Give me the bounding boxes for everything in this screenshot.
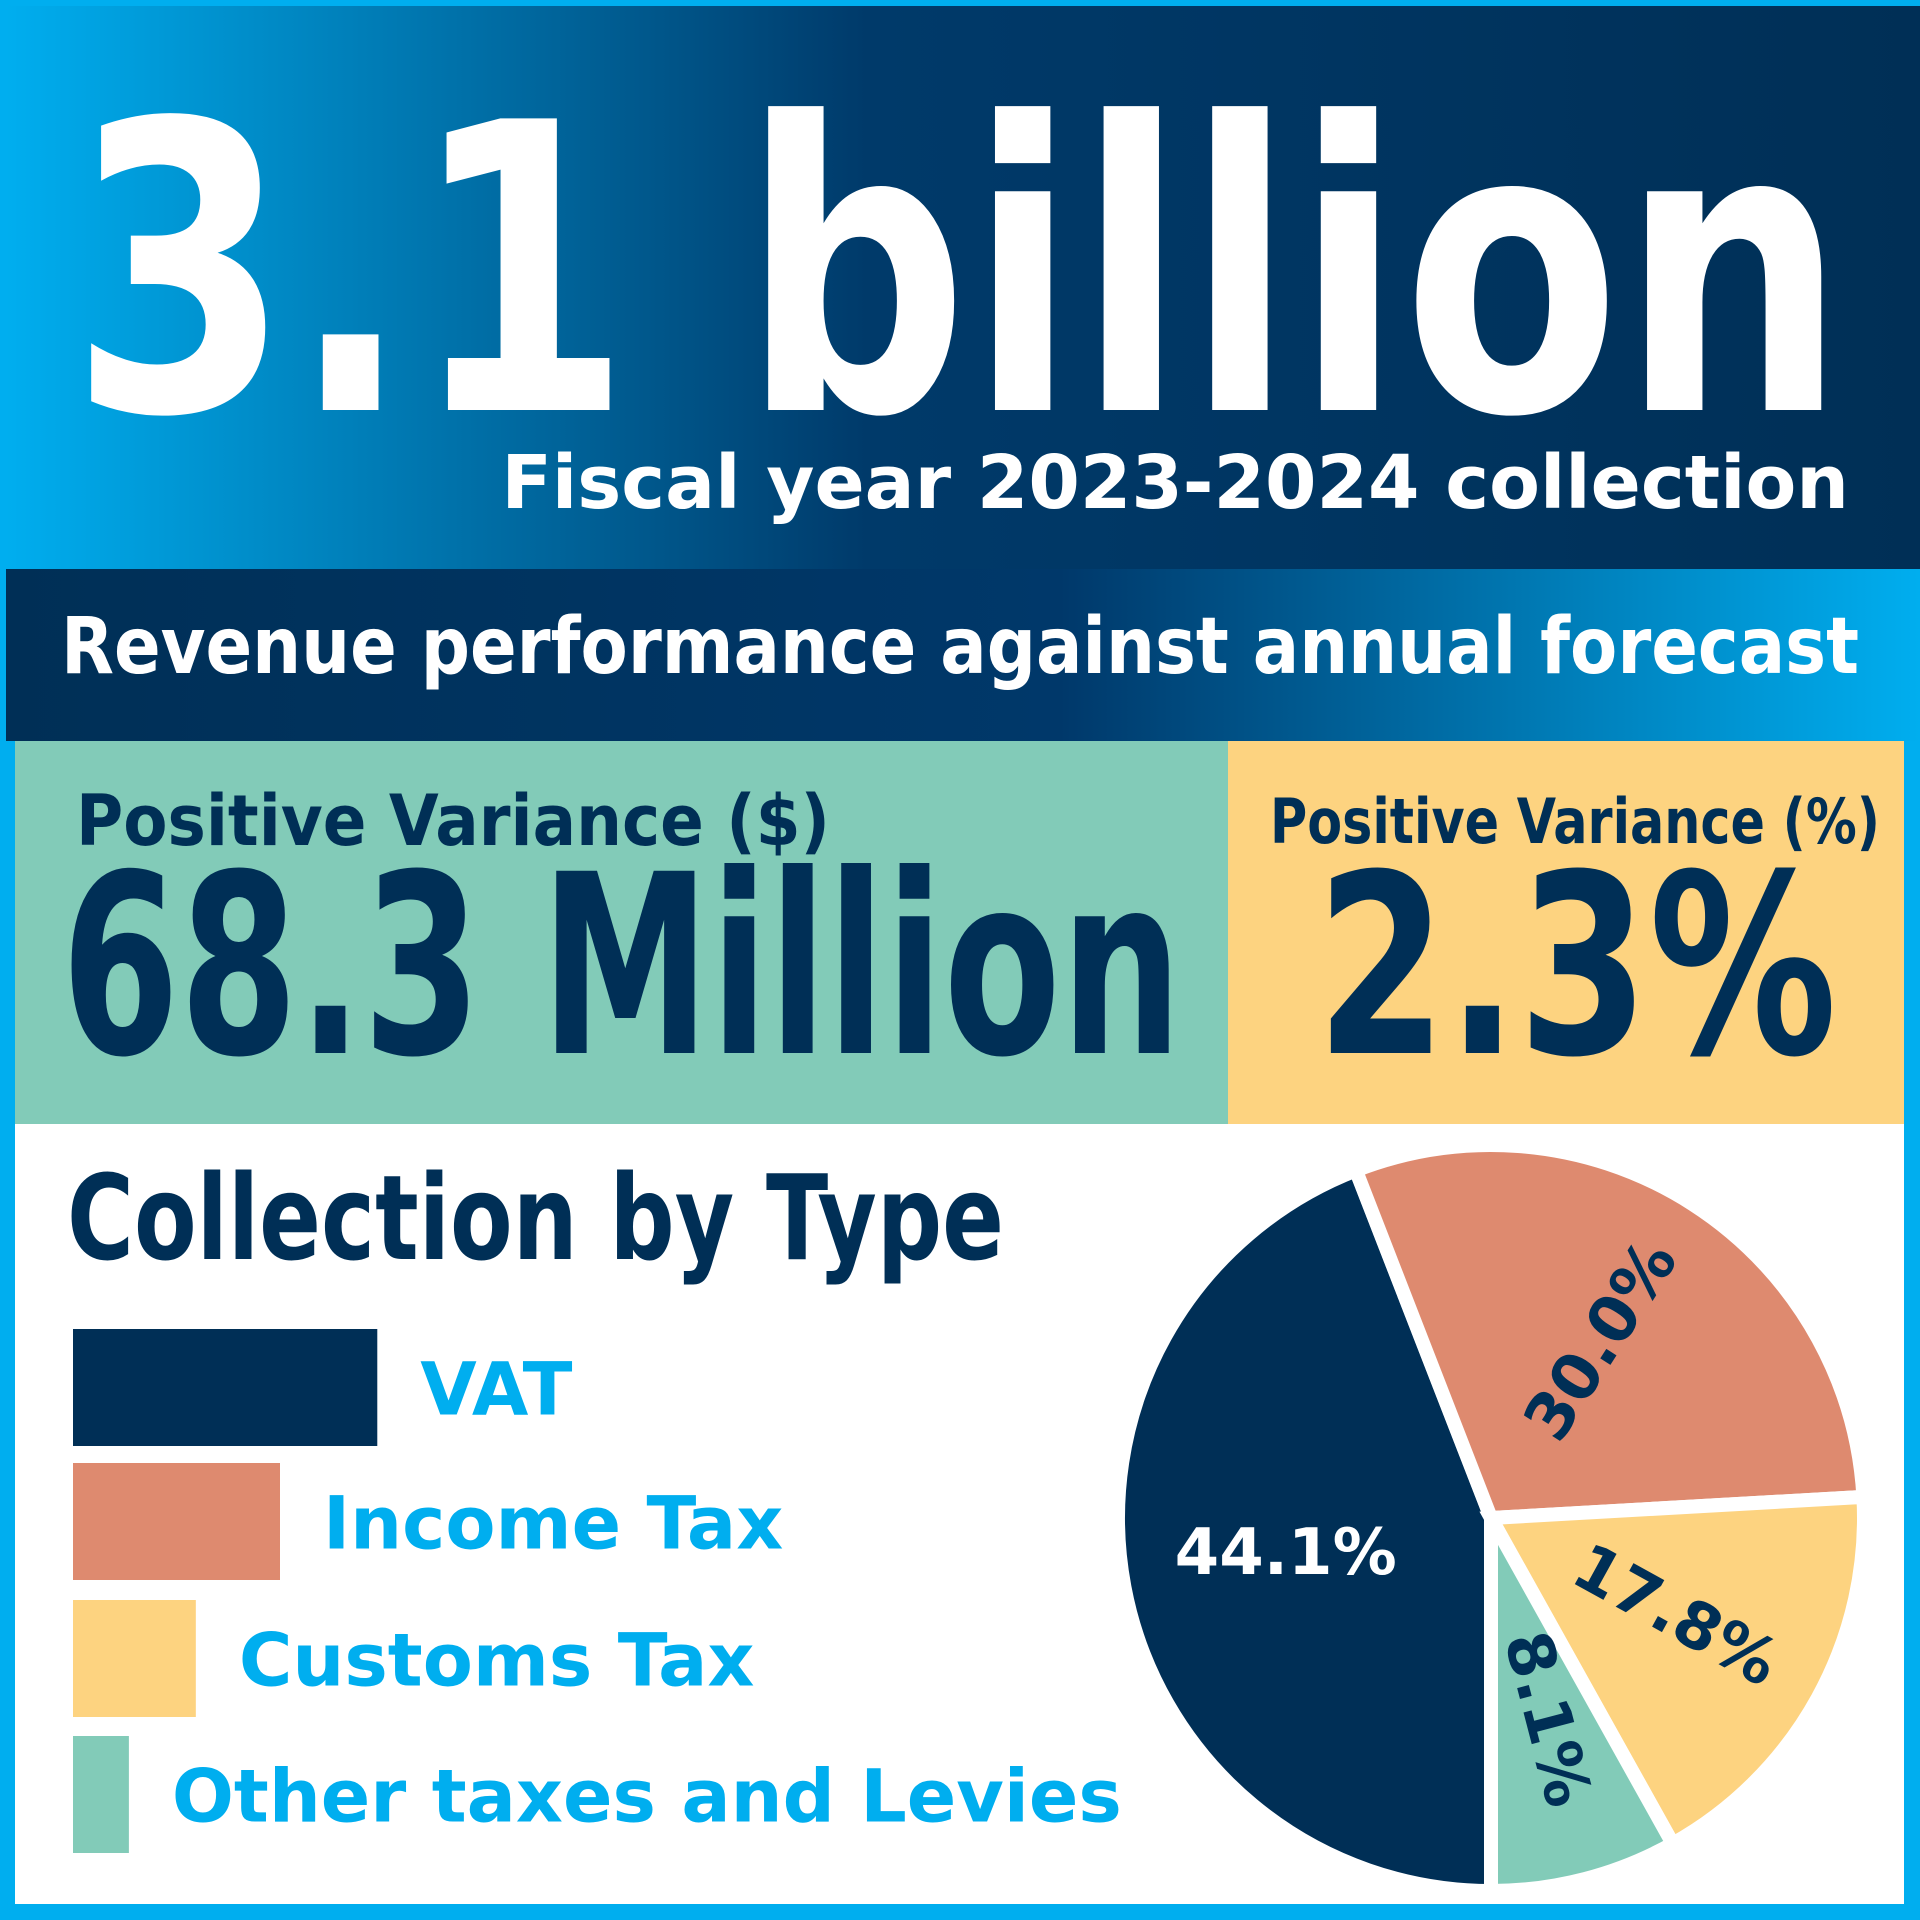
legend-label: VAT (420, 1347, 572, 1432)
stat-panel (1228, 741, 1904, 1124)
legend-label: Other taxes and Levies (172, 1754, 1122, 1839)
pie-slice (1111, 1161, 1498, 1899)
subtitle: Fiscal year 2023-2024 collection (501, 440, 1849, 526)
legend-label: Customs Tax (239, 1618, 755, 1703)
legend-bar (73, 1600, 196, 1717)
pie-slice (1484, 1491, 1683, 1899)
pie-slice (1346, 1138, 1871, 1526)
stat-label: Positive Variance ($) (76, 780, 830, 862)
legend-label: Income Tax (323, 1481, 783, 1566)
legend-bar (73, 1463, 280, 1580)
legend-bar (73, 1736, 129, 1853)
stat-panel (15, 741, 1228, 1124)
headline: 3.1 billion (70, 40, 1846, 505)
stat-value: 2.3% (1316, 821, 1837, 1112)
legend-bar (73, 1329, 378, 1446)
banner-panel (6, 569, 1920, 741)
stat-value: 68.3 Million (61, 821, 1182, 1112)
chart-title: Collection by Type (67, 1149, 1004, 1287)
pie-label: 44.1% (1175, 1516, 1397, 1590)
header-panel (6, 6, 1920, 569)
stat-label: Positive Variance (%) (1270, 785, 1880, 858)
banner: Revenue performance against annual forec… (61, 602, 1859, 692)
pie-slice (1479, 1489, 1871, 1854)
